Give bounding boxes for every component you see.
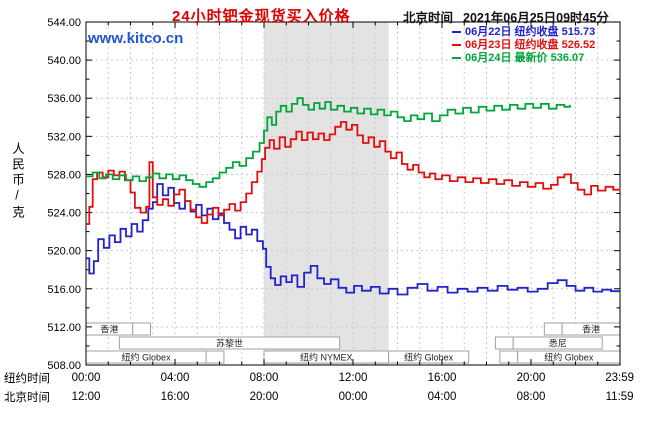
- ny-time-tick: 00:00: [72, 372, 101, 384]
- price-line-06月23日: [86, 121, 621, 225]
- ny-time-tick: 23:59: [605, 372, 634, 384]
- session-label: 纽约 Globex: [544, 352, 594, 363]
- bj-time-tick: 08:00: [517, 391, 546, 403]
- session-box: [205, 350, 225, 364]
- session-box: [388, 350, 470, 364]
- price-line-06月24日: [86, 97, 571, 188]
- y-tick-label: 540.00: [47, 55, 81, 67]
- y-tick-label: 528.00: [47, 169, 81, 181]
- y-tick-label: 524.00: [47, 208, 81, 220]
- legend-text: 06月23日 纽约收盘 526.52: [465, 39, 596, 51]
- y-tick-labels: 508.00 512.00 516.00 520.00 524.00 528.00 532.…: [47, 17, 81, 372]
- legend-line-marker: [452, 31, 461, 34]
- legend: 06月22日 纽约收盘 515.73 06月23日 纽约收盘 526.52 06月2…: [452, 26, 595, 65]
- session-box: [543, 322, 563, 336]
- datetime-stamp: 2021年06月25日09时45分: [463, 11, 609, 25]
- ny-time-tick: 16:00: [428, 372, 457, 384]
- y-axis-title: 人民币/克: [10, 142, 24, 221]
- y-tick-label: 512.00: [47, 322, 81, 334]
- y-tick-label: 516.00: [47, 284, 81, 296]
- session-box: [499, 350, 519, 364]
- axis-ticks: [86, 22, 620, 365]
- price-line-06月22日: [86, 183, 621, 296]
- session-label: 纽约 Globex: [122, 352, 172, 363]
- ny-time-tick: 08:00: [250, 372, 279, 384]
- y-tick-label: 508.00: [47, 360, 81, 372]
- bj-time-tick: 11:59: [606, 391, 634, 403]
- legend-text: 06月22日 纽约收盘 515.73: [465, 26, 596, 38]
- session-label: 香港: [100, 324, 118, 335]
- y-tick-label: 536.00: [47, 93, 81, 105]
- session-label: 纽约 Globex: [404, 352, 454, 363]
- grid-lines: [86, 22, 620, 365]
- session-label: 纽约 NYMEX: [300, 352, 353, 363]
- y-tick-label: 520.00: [47, 246, 81, 258]
- x-tick-labels: 00:00 12:00 04:00 16:00 08:00 20:00 12:00 00:00…: [72, 372, 634, 403]
- session-box: [132, 322, 152, 336]
- ny-time-tick: 12:00: [339, 372, 368, 384]
- y-tick-label: 544.00: [47, 17, 81, 29]
- kitco-watermark: www.kitco.cn: [88, 30, 184, 47]
- session-box: [118, 336, 341, 350]
- title-bar: 24小时钯金现货买入价格 北京时间 2021年06月25日09时45分: [0, 5, 654, 25]
- ny-time-tick: 20:00: [517, 372, 546, 384]
- session-box: [494, 336, 514, 350]
- session-box: [512, 336, 603, 350]
- nymex-shaded-band: [264, 22, 389, 365]
- legend-row: 06月24日 最新价 536.07: [452, 52, 595, 65]
- bj-time-tick: 20:00: [250, 391, 279, 403]
- bj-time-tick: 04:00: [428, 391, 457, 403]
- legend-row: 06月23日 纽约收盘 526.52: [452, 39, 595, 52]
- session-label: 悉尼: [549, 338, 567, 349]
- y-tick-label: 532.00: [47, 131, 81, 143]
- bj-time-tick: 12:00: [72, 391, 101, 403]
- legend-text: 06月24日 最新价 536.07: [465, 52, 585, 64]
- session-label: 香港: [582, 324, 600, 335]
- bj-time-tick: 16:00: [161, 391, 190, 403]
- timezone-label: 北京时间: [403, 11, 454, 25]
- ny-time-tick: 04:00: [161, 372, 190, 384]
- bj-time-row-label: 北京时间: [4, 392, 50, 404]
- legend-row: 06月22日 纽约收盘 515.73: [452, 26, 595, 39]
- session-label: 苏黎世: [216, 338, 243, 349]
- ny-time-row-label: 纽约时间: [4, 373, 50, 385]
- legend-line-marker: [452, 44, 461, 47]
- page-title: 24小时钯金现货买入价格: [172, 8, 351, 25]
- legend-line-marker: [452, 57, 461, 60]
- bj-time-tick: 00:00: [339, 391, 368, 403]
